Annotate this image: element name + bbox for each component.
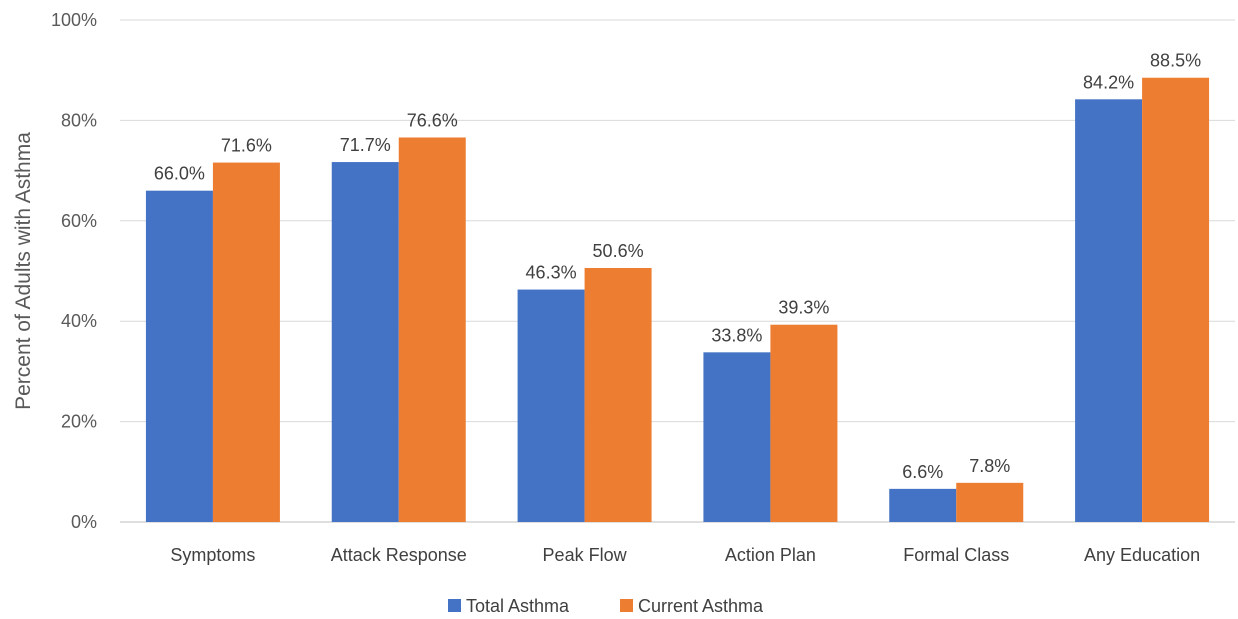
data-label: 88.5%: [1150, 51, 1201, 71]
data-label: 84.2%: [1083, 72, 1134, 92]
x-tick-label: Any Education: [1084, 545, 1200, 565]
data-label: 39.3%: [778, 298, 829, 318]
y-tick-label: 0%: [71, 512, 97, 532]
data-label: 46.3%: [526, 263, 577, 283]
bar-total-asthma: [517, 289, 585, 522]
x-tick-label: Symptoms: [170, 545, 255, 565]
bar-current-asthma: [584, 267, 652, 522]
legend-swatch: [620, 599, 633, 612]
data-label: 6.6%: [902, 462, 943, 482]
x-tick-label: Formal Class: [903, 545, 1009, 565]
legend-label: Current Asthma: [638, 596, 764, 616]
data-label: 71.7%: [340, 135, 391, 155]
bar-total-asthma: [145, 190, 213, 522]
bar-current-asthma: [956, 482, 1024, 522]
bar-current-asthma: [1142, 77, 1210, 522]
bar-total-asthma: [331, 162, 399, 523]
y-axis-label: Percent of Adults with Asthma: [12, 132, 35, 410]
y-tick-label: 20%: [61, 412, 97, 432]
data-label: 76.6%: [407, 110, 458, 130]
data-label: 71.6%: [221, 136, 272, 156]
data-label: 7.8%: [969, 456, 1010, 476]
data-label: 66.0%: [154, 164, 205, 184]
data-label: 50.6%: [593, 241, 644, 261]
bar-total-asthma: [889, 488, 957, 522]
y-tick-label: 60%: [61, 211, 97, 231]
bar-current-asthma: [770, 324, 838, 522]
x-tick-label: Action Plan: [725, 545, 816, 565]
y-tick-label: 40%: [61, 311, 97, 331]
y-tick-label: 80%: [61, 110, 97, 130]
bar-current-asthma: [212, 162, 280, 522]
x-tick-label: Attack Response: [331, 545, 467, 565]
data-label: 33.8%: [711, 325, 762, 345]
legend-label: Total Asthma: [466, 596, 570, 616]
y-tick-label: 100%: [51, 10, 97, 30]
legend-swatch: [448, 599, 461, 612]
bar-total-asthma: [703, 352, 771, 522]
bar-current-asthma: [398, 137, 466, 522]
bar-total-asthma: [1075, 99, 1143, 522]
x-tick-label: Peak Flow: [543, 545, 628, 565]
